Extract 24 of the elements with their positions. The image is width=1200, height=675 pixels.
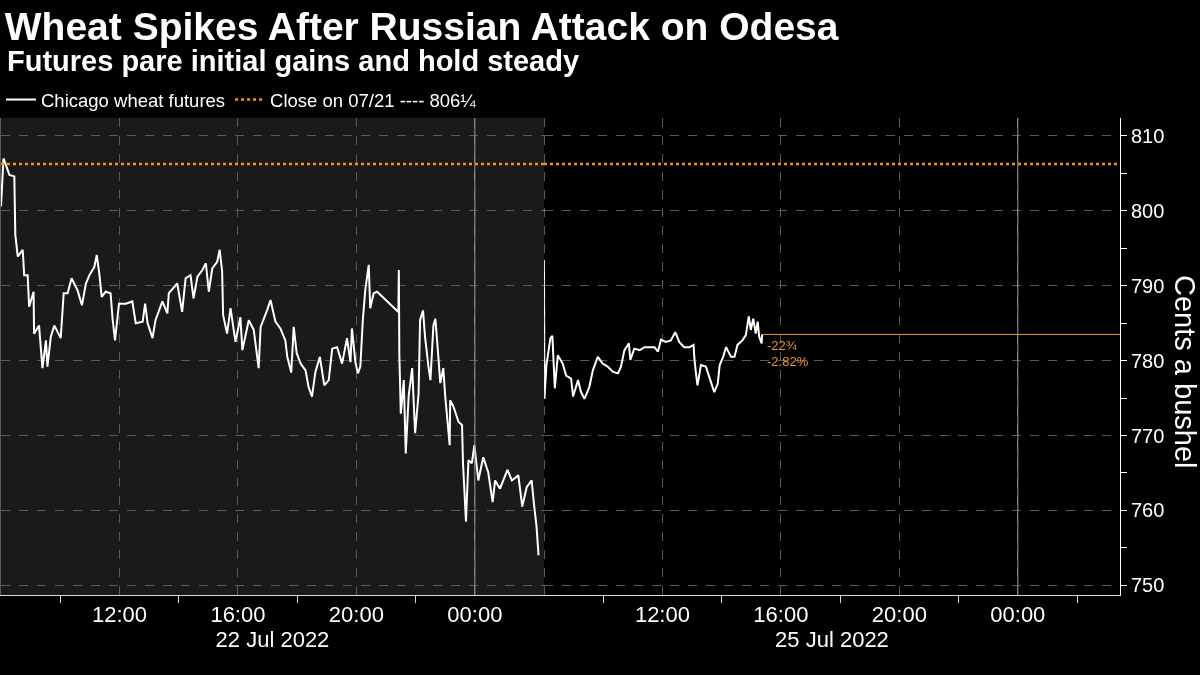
x-axis-title: 25 Jul 2022 [775,627,889,653]
x-tick-label: 20:00 [871,602,927,628]
chart-title: Wheat Spikes After Russian Attack on Odesa [4,4,839,48]
annotation: -22¾ [767,338,797,353]
y-tick-label: 800 [1131,199,1165,222]
x-tick-label: 16:00 [210,602,266,628]
x-tick-label: 12:00 [634,602,690,628]
x-tick-label: 20:00 [328,602,384,628]
x-tick-label: 00:00 [447,602,503,628]
y-tick-label: 750 [1131,574,1165,597]
annotation: -2.82% [767,354,809,369]
y-tick-label: 790 [1131,274,1165,297]
y-tick-label: 760 [1131,499,1165,522]
x-tick-label: 12:00 [91,602,147,628]
x-axis-title: 22 Jul 2022 [215,627,330,653]
y-tick-label: 780 [1131,349,1165,372]
x-tick-label: 00:00 [990,602,1046,628]
y-axis-title: Cents a bushel [1169,275,1200,469]
y-tick-label: 770 [1131,424,1165,447]
line-series [543,259,764,400]
legend-label: Chicago wheat futures [41,89,226,111]
x-tick-label: 16:00 [753,602,809,628]
legend-label: Close on 07/21 ---- 806¼ [270,89,477,111]
y-tick-label: 810 [1131,124,1165,147]
